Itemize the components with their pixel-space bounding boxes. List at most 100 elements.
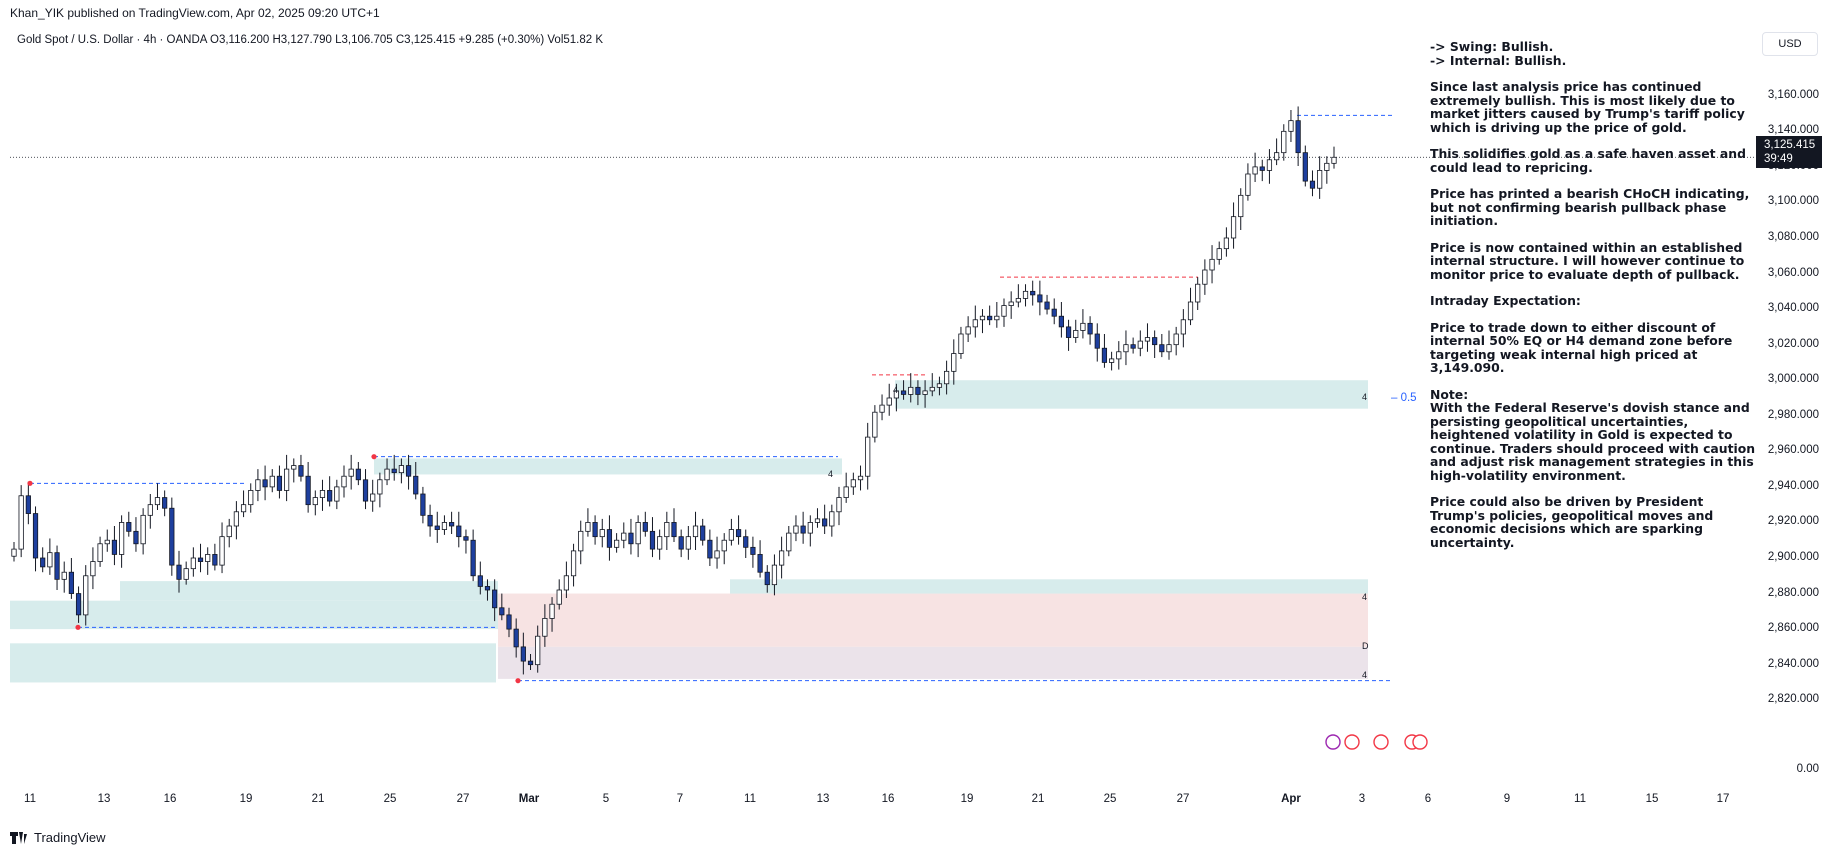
bear-candle-body: [800, 525, 806, 534]
chart-area[interactable]: [0, 26, 1835, 826]
tradingview-logo-icon: [10, 831, 27, 844]
x-tick-label: 15: [1645, 793, 1659, 805]
candle: [1087, 316, 1093, 345]
swing-point-marker: [75, 624, 81, 630]
bull-candle-body: [190, 557, 196, 570]
zone-label: D: [1362, 641, 1369, 651]
candle: [1037, 280, 1043, 316]
x-tick-label: 16: [163, 793, 177, 805]
bull-candle-body: [377, 479, 383, 495]
bear-candle-body: [413, 475, 419, 495]
economic-event-icon: [1412, 734, 1428, 750]
bull-candle-body: [384, 468, 390, 481]
bull-candle-body: [341, 475, 347, 488]
bear-candle-body: [1295, 120, 1301, 154]
candle: [635, 515, 641, 558]
candle: [814, 508, 821, 528]
bull-candle-body: [972, 319, 978, 328]
x-tick-label: 27: [1176, 793, 1190, 805]
candle: [32, 506, 39, 572]
candle: [1202, 259, 1208, 295]
note-paragraph: Price to trade down to either discount o…: [1430, 319, 1733, 375]
candle: [1123, 330, 1129, 366]
candle: [434, 511, 440, 543]
internal-bias: -> Internal: Bullish.: [1430, 52, 1567, 68]
candle: [1216, 241, 1222, 265]
fib-0.5-label: – 0.5: [1391, 392, 1417, 404]
markers-layer: [27, 454, 1428, 750]
candle: [40, 547, 46, 573]
candle: [255, 469, 261, 502]
candle: [463, 529, 469, 554]
bear-candle-body: [484, 586, 491, 591]
bull-candle-body: [1324, 162, 1330, 171]
candle: [1173, 326, 1179, 356]
candle: [1223, 227, 1229, 257]
bear-candle-body: [1037, 294, 1043, 303]
candle: [197, 543, 204, 573]
candle: [771, 554, 778, 596]
bull-candle-body: [556, 589, 562, 605]
candle: [477, 561, 483, 595]
bull-candle-body: [1223, 237, 1229, 250]
candle: [441, 515, 448, 535]
candle: [520, 632, 526, 675]
bull-candle-body: [936, 383, 943, 388]
x-tick-label: 11: [24, 793, 36, 805]
note-paragraph: Price could also be driven by President …: [1430, 494, 1714, 550]
candle: [276, 465, 283, 499]
bear-candle-body: [463, 536, 469, 541]
candle: [305, 462, 311, 513]
candle: [549, 597, 555, 632]
candle: [83, 565, 89, 626]
bear-candle-body: [743, 536, 749, 548]
bear-candle-body: [1030, 290, 1036, 296]
tradingview-logo[interactable]: TradingView: [10, 830, 106, 845]
candle: [413, 462, 419, 500]
candle: [499, 593, 505, 621]
candlestick-chart[interactable]: [0, 26, 1835, 826]
candle: [492, 579, 498, 622]
candle: [240, 490, 247, 518]
bull-candle-body: [786, 532, 792, 552]
bull-candle-body: [1001, 305, 1007, 317]
candle: [628, 518, 634, 555]
candle: [47, 538, 53, 575]
candle: [893, 383, 899, 412]
candle: [1324, 156, 1330, 184]
bull-candle-body: [1230, 216, 1237, 239]
bull-candle-body: [779, 550, 785, 566]
bear-candle-body: [492, 589, 498, 609]
candle: [685, 526, 691, 560]
x-tick-label: 25: [383, 793, 397, 805]
economic-event-icon: [1325, 734, 1341, 750]
candle: [671, 508, 677, 542]
published-text: Khan_YIK published on TradingView.com, A…: [10, 6, 380, 20]
note-paragraph: Price is now contained within an establi…: [1430, 239, 1745, 282]
bull-candle-body: [1116, 351, 1122, 360]
bull-candle-body: [585, 522, 591, 532]
candle: [592, 515, 598, 545]
bear-candle-body: [606, 529, 613, 548]
bull-candle-body: [104, 539, 110, 545]
bear-candle-body: [276, 475, 283, 491]
candle: [1166, 330, 1172, 360]
candle: [1180, 309, 1186, 348]
candle: [714, 536, 720, 569]
y-tick-label: 3,120.000: [1767, 159, 1819, 172]
candle: [692, 511, 699, 550]
bear-candle-body: [1130, 344, 1136, 349]
bull-candle-body: [578, 530, 584, 552]
currency-button[interactable]: USD: [1762, 32, 1818, 56]
x-tick-label: 5: [602, 793, 610, 805]
candle: [900, 380, 907, 400]
bull-candle-body: [771, 564, 778, 586]
bull-candle-body: [685, 536, 691, 550]
bull-candle-body: [908, 386, 914, 395]
bear-candle-body: [449, 522, 455, 527]
bull-candle-body: [1008, 301, 1014, 306]
candle: [1195, 277, 1201, 310]
order-block-zone: [498, 593, 1368, 647]
candle: [1266, 149, 1273, 184]
symbol-ohlc-line[interactable]: Gold Spot / U.S. Dollar · 4h · OANDA O3,…: [17, 34, 604, 46]
